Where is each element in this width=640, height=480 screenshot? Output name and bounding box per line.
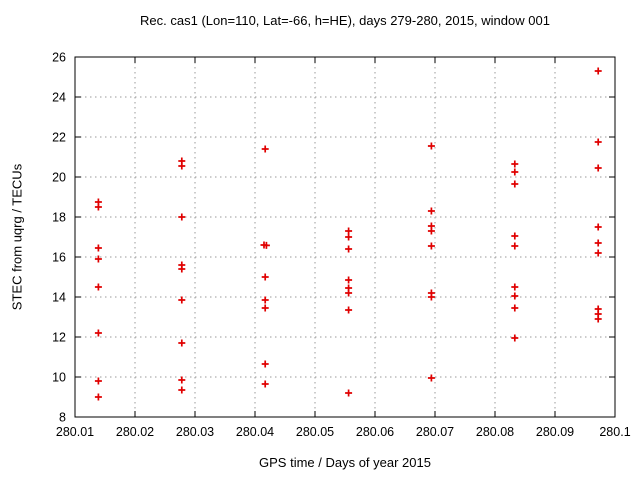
data-point-marker bbox=[511, 334, 519, 342]
y-tick-label: 20 bbox=[52, 170, 66, 184]
x-tick-label: 280.02 bbox=[116, 425, 154, 439]
data-point-marker bbox=[594, 164, 602, 172]
data-point-marker bbox=[262, 241, 270, 249]
data-point-marker bbox=[178, 213, 186, 221]
data-point-marker bbox=[427, 142, 435, 150]
data-point-marker bbox=[345, 227, 353, 235]
data-point-marker bbox=[511, 180, 519, 188]
x-tick-label: 280.09 bbox=[536, 425, 574, 439]
plot-border bbox=[74, 56, 616, 418]
data-point-marker bbox=[261, 360, 269, 368]
data-point-marker bbox=[94, 244, 102, 252]
data-point-marker bbox=[345, 233, 353, 241]
data-point-marker bbox=[427, 293, 435, 301]
y-tick-label: 26 bbox=[52, 50, 66, 64]
data-point-marker bbox=[594, 67, 602, 75]
data-point-marker bbox=[345, 389, 353, 397]
y-tick-label: 24 bbox=[52, 90, 66, 104]
data-point-marker bbox=[345, 276, 353, 284]
data-point-marker bbox=[94, 255, 102, 263]
x-tick-label: 280.03 bbox=[176, 425, 214, 439]
data-point-marker bbox=[511, 304, 519, 312]
data-point-marker bbox=[261, 296, 269, 304]
data-point-marker bbox=[594, 249, 602, 257]
data-point-marker bbox=[511, 168, 519, 176]
x-axis-label: GPS time / Days of year 2015 bbox=[259, 455, 431, 470]
data-point-marker bbox=[261, 145, 269, 153]
data-point-marker bbox=[594, 138, 602, 146]
data-point-marker bbox=[594, 315, 602, 323]
data-point-marker bbox=[178, 339, 186, 347]
x-tick-label: 280.01 bbox=[56, 425, 94, 439]
x-tick-label: 280.1 bbox=[599, 425, 630, 439]
x-tick-label: 280.08 bbox=[476, 425, 514, 439]
y-tick-label: 8 bbox=[59, 410, 66, 424]
data-point-marker bbox=[511, 283, 519, 291]
data-point-marker bbox=[427, 242, 435, 250]
data-point-marker bbox=[94, 203, 102, 211]
data-point-marker bbox=[511, 242, 519, 250]
data-point-marker bbox=[261, 380, 269, 388]
y-tick-label: 12 bbox=[52, 330, 66, 344]
x-tick-label: 280.07 bbox=[416, 425, 454, 439]
data-point-marker bbox=[178, 162, 186, 170]
data-point-marker bbox=[261, 304, 269, 312]
data-point-marker bbox=[427, 207, 435, 215]
chart-title: Rec. cas1 (Lon=110, Lat=-66, h=HE), days… bbox=[140, 13, 550, 28]
data-point-marker bbox=[511, 160, 519, 168]
y-tick-label: 18 bbox=[52, 210, 66, 224]
data-point-marker bbox=[345, 289, 353, 297]
data-point-marker bbox=[178, 386, 186, 394]
y-tick-label: 14 bbox=[52, 290, 66, 304]
x-tick-label: 280.04 bbox=[236, 425, 274, 439]
data-point-marker bbox=[94, 393, 102, 401]
data-point-marker bbox=[261, 273, 269, 281]
data-point-marker bbox=[427, 374, 435, 382]
y-tick-label: 22 bbox=[52, 130, 66, 144]
data-point-marker bbox=[594, 223, 602, 231]
x-tick-label: 280.05 bbox=[296, 425, 334, 439]
data-point-marker bbox=[94, 377, 102, 385]
y-tick-label: 10 bbox=[52, 370, 66, 384]
data-point-marker bbox=[178, 296, 186, 304]
x-tick-label: 280.06 bbox=[356, 425, 394, 439]
data-point-marker bbox=[178, 265, 186, 273]
data-point-marker bbox=[94, 283, 102, 291]
data-point-marker bbox=[511, 292, 519, 300]
data-point-marker bbox=[345, 245, 353, 253]
data-point-marker bbox=[345, 306, 353, 314]
data-point-marker bbox=[427, 227, 435, 235]
data-point-marker bbox=[594, 239, 602, 247]
y-tick-label: 16 bbox=[52, 250, 66, 264]
data-point-marker bbox=[511, 232, 519, 240]
data-point-marker bbox=[178, 376, 186, 384]
data-point-marker bbox=[94, 329, 102, 337]
